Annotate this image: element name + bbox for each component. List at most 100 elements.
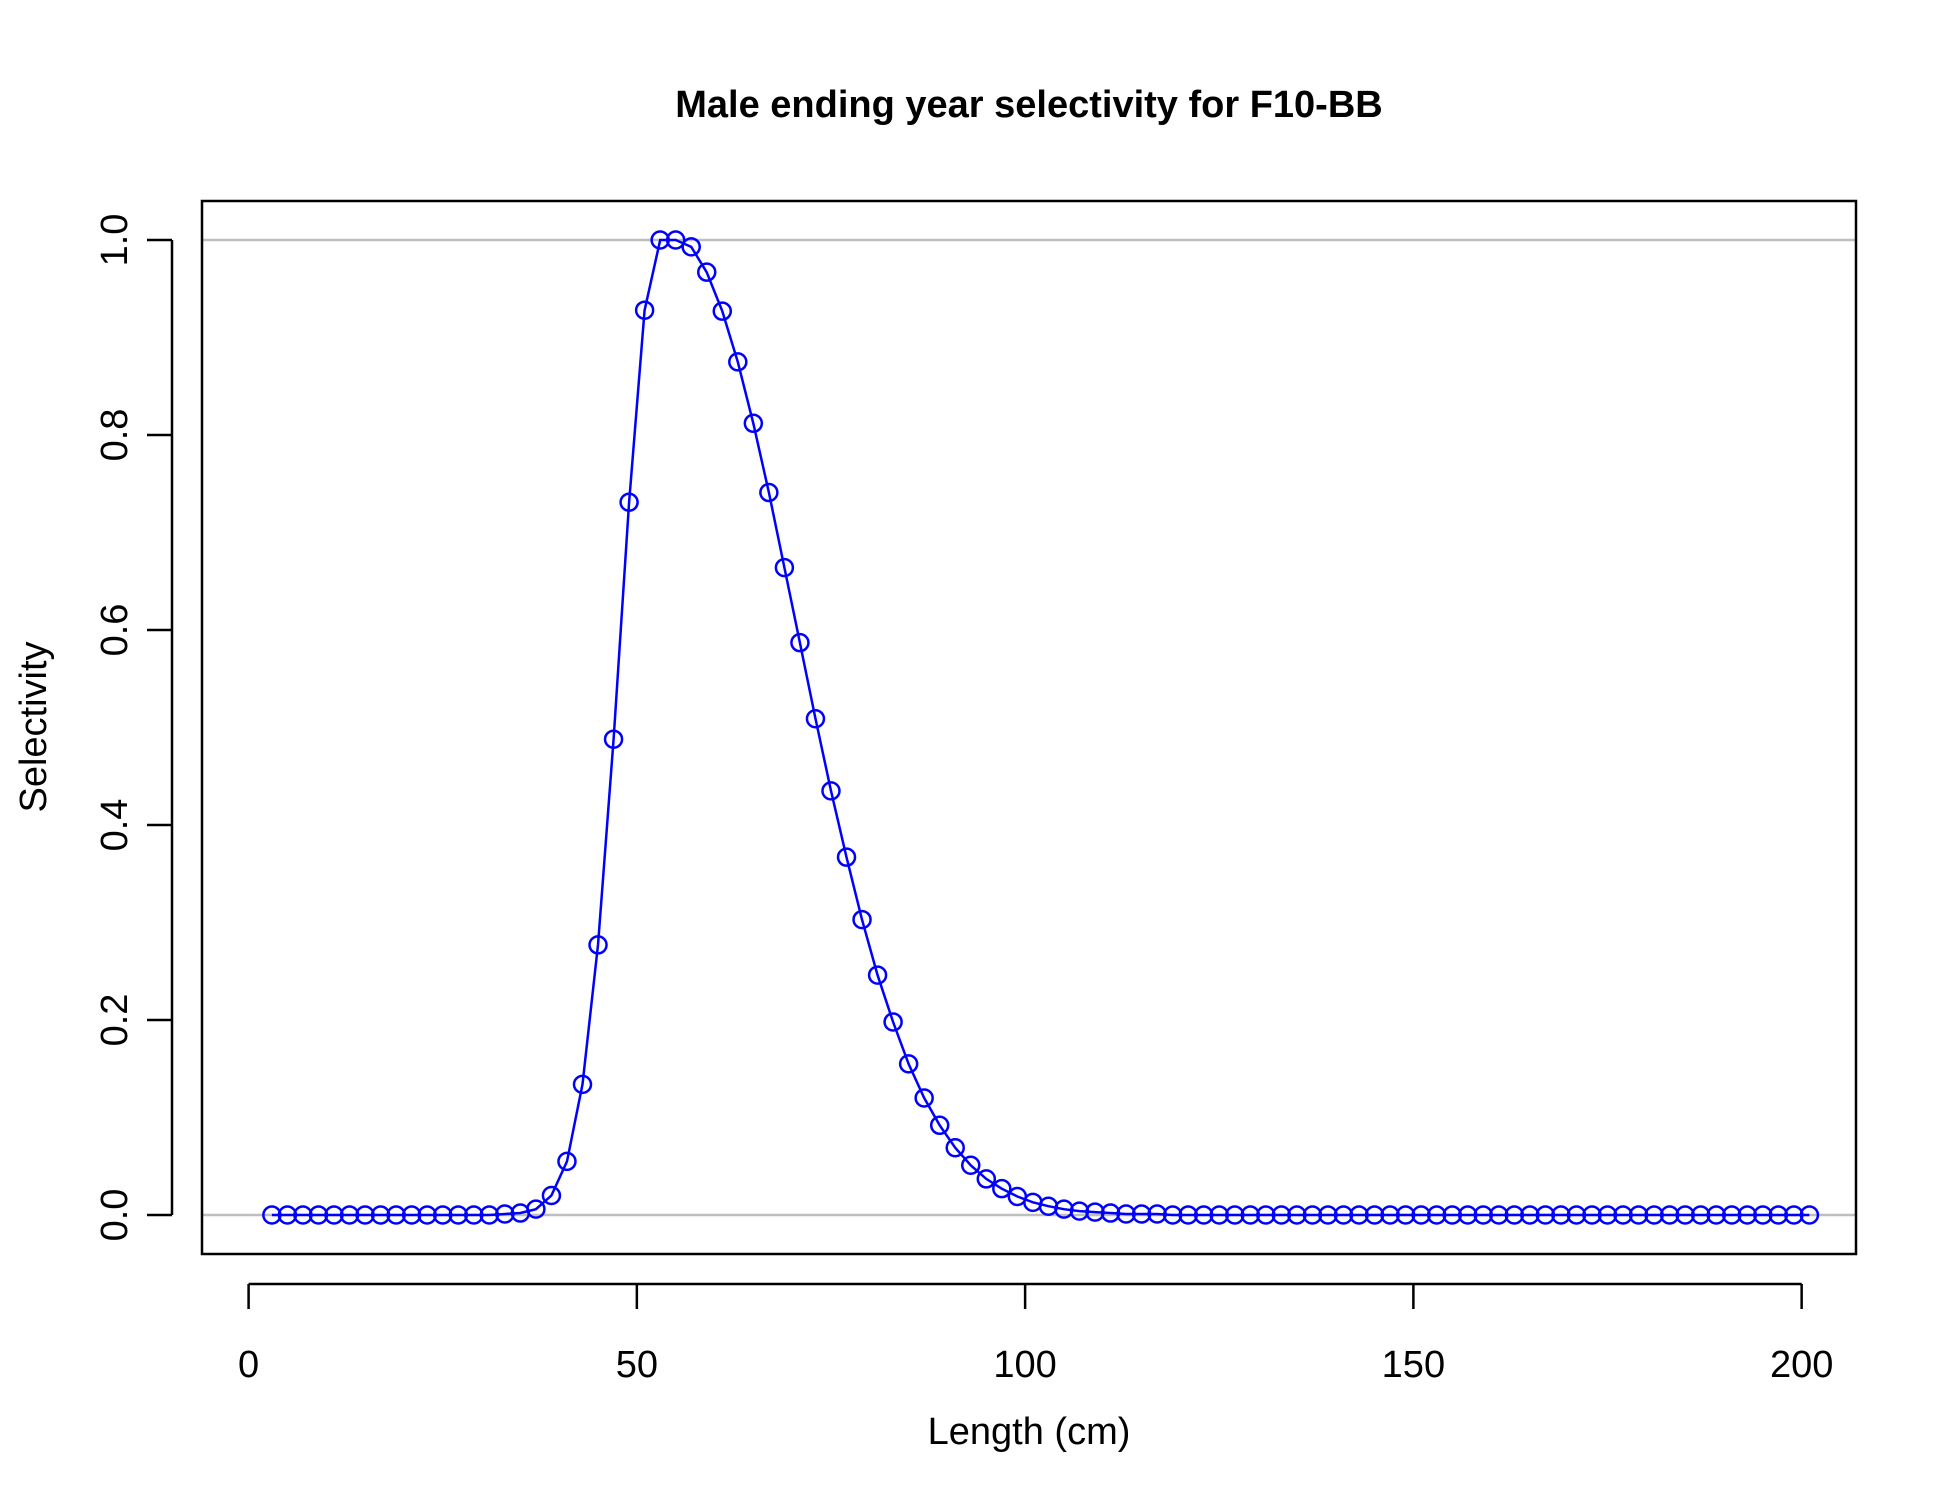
data-point xyxy=(852,909,872,930)
data-point xyxy=(572,1074,593,1095)
data-point xyxy=(479,1205,500,1225)
data-point xyxy=(1551,1205,1571,1225)
data-point xyxy=(774,557,795,578)
data-point xyxy=(1722,1205,1742,1225)
data-point xyxy=(1457,1205,1478,1225)
data-point xyxy=(867,965,888,985)
data-point xyxy=(1504,1205,1525,1225)
data-point xyxy=(759,482,779,503)
data-point xyxy=(1380,1205,1400,1225)
data-point xyxy=(961,1155,981,1176)
data-point xyxy=(1520,1205,1540,1225)
data-point xyxy=(1349,1205,1369,1225)
y-axis: 0.0 0.2 0.4 0.6 0.8 1.0 xyxy=(94,214,174,1241)
plot-frame xyxy=(200,199,1858,1256)
x-tick-label: 200 xyxy=(1770,1344,1833,1386)
data-point xyxy=(277,1205,298,1225)
data-point xyxy=(1240,1205,1261,1225)
x-axis: 0 50 100 150 200 xyxy=(238,1282,1833,1386)
data-point xyxy=(526,1199,546,1219)
data-point xyxy=(1100,1203,1121,1223)
data-point xyxy=(1302,1205,1323,1225)
y-tick-label: 0.8 xyxy=(94,409,136,462)
y-tick-label: 0.6 xyxy=(94,604,136,657)
data-point xyxy=(1675,1205,1695,1225)
data-point xyxy=(464,1205,484,1225)
data-point xyxy=(681,237,701,257)
data-point xyxy=(665,230,686,250)
series-line xyxy=(271,238,1810,1217)
y-tick-label: 0.4 xyxy=(94,799,136,852)
data-point xyxy=(1768,1205,1789,1225)
data-point xyxy=(262,1205,282,1225)
data-point xyxy=(588,935,608,955)
data-point xyxy=(898,1054,919,1074)
data-point xyxy=(1753,1205,1773,1225)
data-point xyxy=(1737,1205,1758,1225)
x-tick-label: 100 xyxy=(993,1344,1056,1386)
data-point xyxy=(1706,1205,1726,1225)
data-point xyxy=(929,1115,950,1136)
data-point xyxy=(370,1205,391,1225)
data-point xyxy=(1535,1205,1556,1225)
data-point xyxy=(1597,1205,1618,1225)
data-point xyxy=(1085,1202,1105,1222)
data-point xyxy=(1131,1204,1152,1224)
data-point xyxy=(557,1151,577,1172)
data-point xyxy=(603,729,624,749)
data-point xyxy=(790,632,810,653)
data-point xyxy=(1473,1205,1494,1225)
data-point xyxy=(1147,1204,1167,1224)
chart-title: Male ending year selectivity for F10-BB xyxy=(675,84,1382,126)
data-point xyxy=(339,1205,360,1225)
data-point xyxy=(355,1205,375,1225)
data-point xyxy=(1628,1205,1649,1225)
reference-lines xyxy=(202,238,1856,1217)
data-point xyxy=(1442,1205,1462,1225)
data-point xyxy=(1333,1205,1354,1225)
data-point xyxy=(1256,1205,1276,1225)
data-point xyxy=(1178,1205,1198,1225)
data-point xyxy=(293,1205,313,1225)
data-point xyxy=(308,1205,329,1225)
x-tick-label: 150 xyxy=(1382,1344,1445,1386)
y-axis-label: Selectivity xyxy=(13,641,55,812)
data-point xyxy=(805,708,826,729)
x-axis-label: Length (cm) xyxy=(928,1411,1131,1453)
data-point xyxy=(650,230,670,250)
data-point xyxy=(448,1205,469,1225)
data-point xyxy=(541,1185,562,1206)
data-point xyxy=(1799,1205,1820,1225)
data-point xyxy=(1489,1205,1509,1225)
data-point xyxy=(712,301,733,321)
data-point xyxy=(417,1205,437,1225)
data-point xyxy=(495,1204,515,1224)
data-point xyxy=(1271,1205,1292,1225)
data-point xyxy=(976,1169,997,1189)
data-point xyxy=(1582,1205,1602,1225)
data-point xyxy=(1784,1205,1804,1225)
x-tick-label: 50 xyxy=(616,1344,658,1386)
data-point xyxy=(324,1205,344,1225)
data-point xyxy=(1318,1205,1338,1225)
data-point xyxy=(432,1205,453,1225)
data-point xyxy=(696,262,717,282)
data-point xyxy=(992,1178,1012,1199)
data-point xyxy=(1225,1205,1245,1225)
series-layer xyxy=(262,230,1820,1225)
y-tick-label: 1.0 xyxy=(94,214,136,267)
data-point xyxy=(634,300,655,320)
data-point xyxy=(386,1205,406,1225)
data-point xyxy=(883,1012,903,1032)
data-point xyxy=(1193,1205,1214,1225)
data-point xyxy=(1690,1205,1711,1225)
data-point xyxy=(1116,1204,1136,1224)
data-point xyxy=(401,1205,422,1225)
data-point xyxy=(1411,1205,1431,1225)
data-point xyxy=(1209,1205,1229,1225)
data-point xyxy=(1566,1205,1587,1225)
data-point xyxy=(914,1088,934,1108)
data-point xyxy=(1287,1205,1307,1225)
